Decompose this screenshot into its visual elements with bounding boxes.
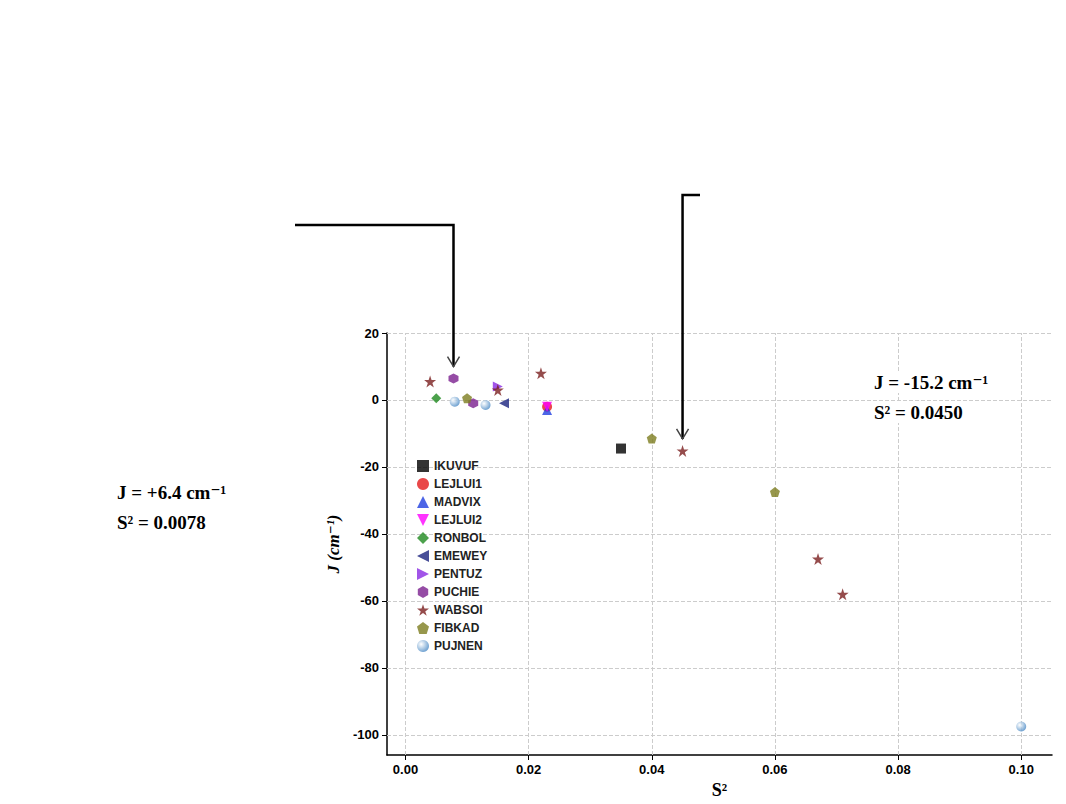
svg-text:PENTUZ: PENTUZ — [434, 567, 482, 581]
svg-text:S² = 0.0078: S² = 0.0078 — [117, 512, 206, 533]
svg-text:-40: -40 — [360, 526, 379, 541]
svg-text:MADVIX: MADVIX — [434, 495, 481, 509]
svg-text:0: 0 — [372, 392, 379, 407]
svg-text:0.00: 0.00 — [393, 762, 418, 777]
svg-text:0.10: 0.10 — [1009, 762, 1034, 777]
svg-text:S²: S² — [712, 780, 727, 800]
svg-text:J = +6.4 cm⁻¹: J = +6.4 cm⁻¹ — [117, 482, 226, 503]
svg-text:-60: -60 — [360, 593, 379, 608]
svg-text:PUJNEN: PUJNEN — [434, 639, 483, 653]
svg-text:S² = 0.0450: S² = 0.0450 — [874, 402, 963, 423]
svg-text:RONBOL: RONBOL — [434, 531, 486, 545]
svg-text:LEJLUI2: LEJLUI2 — [434, 513, 482, 527]
svg-text:-100: -100 — [353, 727, 379, 742]
svg-text:EMEWEY: EMEWEY — [434, 549, 487, 563]
svg-text:0.08: 0.08 — [885, 762, 910, 777]
svg-text:0.06: 0.06 — [762, 762, 787, 777]
svg-text:FIBKAD: FIBKAD — [434, 621, 480, 635]
svg-text:20: 20 — [365, 326, 379, 341]
svg-text:-20: -20 — [360, 459, 379, 474]
svg-text:WABSOI: WABSOI — [434, 603, 483, 617]
svg-text:IKUVUF: IKUVUF — [434, 459, 479, 473]
svg-text:0.02: 0.02 — [516, 762, 541, 777]
svg-text:J (cm⁻¹): J (cm⁻¹) — [324, 515, 343, 575]
svg-text:J = -15.2 cm⁻¹: J = -15.2 cm⁻¹ — [874, 372, 988, 393]
svg-text:-80: -80 — [360, 660, 379, 675]
svg-text:LEJLUI1: LEJLUI1 — [434, 477, 482, 491]
svg-text:PUCHIE: PUCHIE — [434, 585, 479, 599]
svg-text:0.04: 0.04 — [639, 762, 665, 777]
